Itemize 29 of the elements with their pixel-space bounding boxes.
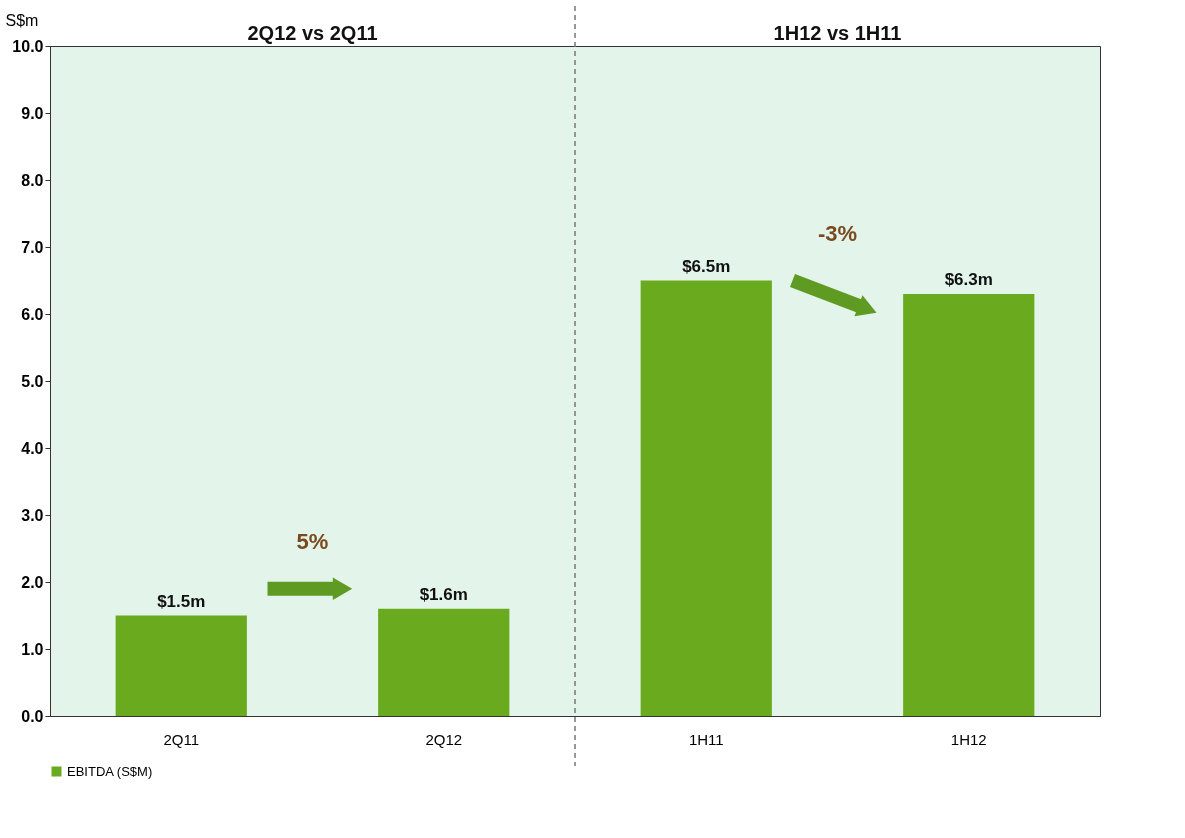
data-label: $6.5m [682,256,731,276]
y-tick-label: 6.0 [21,305,44,323]
data-label: $6.3m [944,269,993,289]
y-tick-label: 7.0 [21,238,44,256]
annotation: -3% [817,220,858,246]
x-tick-label: 1H12 [950,730,987,748]
legend-label: EBITDA (S$M) [67,763,153,779]
text: 2Q12 vs 2Q11 [247,22,378,44]
y-axis-title: S$m [5,11,39,29]
y-tick-label: 1.0 [21,640,44,658]
bar [640,280,772,716]
y-tick-label: 0.0 [21,707,44,725]
annotation: 5% [296,528,329,554]
y-tick-label: 4.0 [21,439,44,457]
data-label: $1.5m [157,591,206,611]
y-tick-label: 5.0 [21,372,44,390]
bar [378,608,510,716]
x-tick-label: 2Q12 [425,730,463,748]
bar [903,293,1035,716]
y-tick-label: 2.0 [21,573,44,591]
y-tick-label: 3.0 [21,506,44,524]
y-tick-label: 10.0 [12,37,44,55]
y-tick-label: 9.0 [21,104,44,122]
x-tick-label: 1H11 [688,730,724,748]
data-label: $1.6m [419,584,468,604]
text: 1H12 vs 1H11 [773,22,902,44]
x-tick-label: 2Q11 [163,730,200,748]
bar [115,615,247,716]
y-tick-label: 8.0 [21,171,44,189]
